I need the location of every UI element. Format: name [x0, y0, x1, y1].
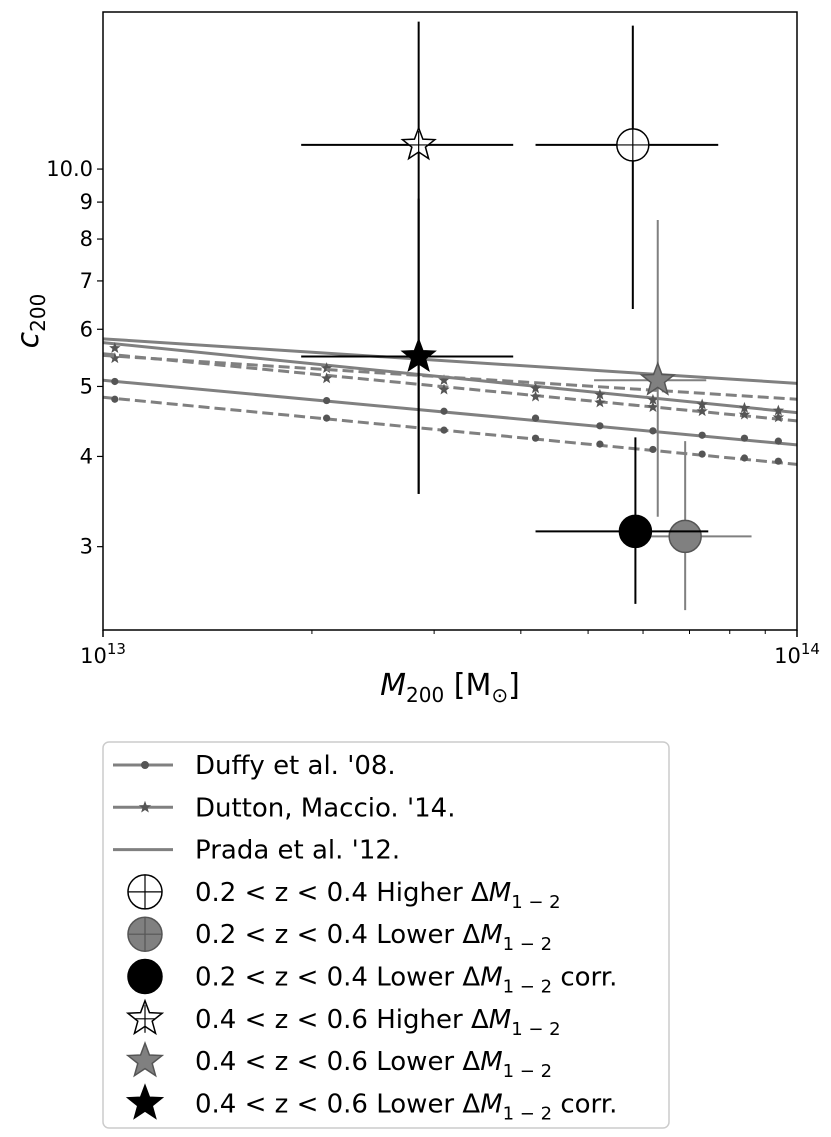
model-marker-star [320, 372, 333, 384]
model-line-2 [103, 395, 797, 466]
x-tick-label-1: 1013 [80, 640, 126, 668]
legend-label-2: Dutton, Maccio. '14. [195, 793, 455, 823]
model-marker-star [696, 405, 708, 417]
plot-frame [102, 11, 798, 631]
model-marker-dot [111, 377, 119, 386]
plot-area [103, 21, 797, 611]
model-marker-dot [774, 457, 782, 465]
model-line-3 [103, 341, 797, 415]
model-marker-star [109, 352, 121, 364]
model-marker-star [772, 404, 785, 416]
model-marker-dot [649, 427, 657, 435]
legend-box [102, 741, 670, 1129]
data-point-star-6 [400, 337, 437, 373]
model-marker-star [529, 382, 542, 394]
y-tick-label-8: 10.0 [46, 157, 93, 181]
model-marker-dot [596, 422, 604, 430]
model-marker-star [738, 408, 751, 420]
model-line-4 [103, 352, 797, 423]
legend-circle-marker [127, 958, 163, 995]
model-marker-dot [596, 440, 604, 448]
data-point-circle-2 [668, 519, 702, 554]
legend-star-marker [125, 1040, 165, 1078]
model-marker-star [109, 342, 121, 353]
model-marker-dot [698, 450, 706, 458]
model-marker-star [647, 393, 659, 405]
legend-star-marker [125, 1083, 165, 1120]
x-tick-label-2: 1014 [774, 640, 820, 668]
model-marker-dot [440, 407, 448, 415]
y-tick-label-6: 8 [80, 227, 93, 251]
model-marker-star [738, 401, 751, 413]
legend-label-1: Duffy et al. '08. [195, 751, 396, 781]
x-axis-title: M200 [M⊙] [380, 668, 520, 707]
y-tick-label-5: 7 [80, 269, 93, 293]
model-marker-dot [323, 396, 331, 405]
model-line-1 [103, 378, 797, 447]
legend-label-9: 0.4 < z < 0.6 Lower ΔM1 − 2 corr. [195, 1089, 617, 1124]
model-marker-dot [774, 437, 782, 445]
model-marker-star [772, 411, 785, 423]
legend: Duffy et al. '08. Dutton, Maccio. '14. Pra… [102, 741, 670, 1129]
legend-label-6: 0.2 < z < 0.4 Lower ΔM1 − 2 corr. [195, 963, 617, 998]
model-marker-star [594, 388, 606, 400]
model-marker-dot [698, 431, 706, 439]
legend-label-5: 0.2 < z < 0.4 Lower ΔM1 − 2 [195, 920, 552, 955]
model-marker-star [647, 401, 659, 413]
y-tick-label-7: 9 [80, 190, 93, 214]
model-marker-dot [740, 454, 749, 462]
model-line-5 [103, 337, 797, 385]
model-marker-star [320, 362, 333, 374]
model-marker-dot [531, 414, 540, 422]
legend-label-8: 0.4 < z < 0.6 Lower ΔM1 − 2 [195, 1047, 552, 1082]
axes: 1013 1014 3 4 5 6 7 8 9 10.0 M200 [M⊙] c200 [11, 11, 820, 707]
legend-star-marker [138, 800, 152, 813]
model-marker-dot [111, 395, 119, 403]
y-tick-label-4: 6 [80, 317, 93, 341]
y-tick-label-2: 4 [80, 444, 93, 468]
model-marker-dot [740, 434, 749, 442]
legend-label-3: Prada et al. '12. [195, 836, 400, 866]
y-tick-label-1: 3 [80, 535, 93, 559]
data-point-circle-3 [618, 514, 653, 549]
legend-dot-marker [141, 761, 149, 769]
y-tick-label-3: 5 [80, 374, 93, 398]
model-marker-dot [531, 434, 540, 442]
model-marker-star [529, 390, 542, 402]
model-marker-star [594, 396, 606, 408]
model-marker-dot [649, 445, 657, 454]
model-line-6 [103, 353, 797, 401]
model-marker-dot [323, 414, 331, 422]
model-marker-dot [440, 426, 448, 434]
model-marker-star [696, 398, 708, 410]
model-marker-star [438, 374, 450, 386]
legend-label-7: 0.4 < z < 0.6 Higher ΔM1 − 2 [195, 1005, 561, 1040]
legend-label-4: 0.2 < z < 0.4 Higher ΔM1 − 2 [195, 878, 561, 913]
model-marker-star [438, 383, 450, 395]
data-point-star-5 [639, 361, 676, 396]
y-axis-title: c200 [11, 294, 50, 349]
